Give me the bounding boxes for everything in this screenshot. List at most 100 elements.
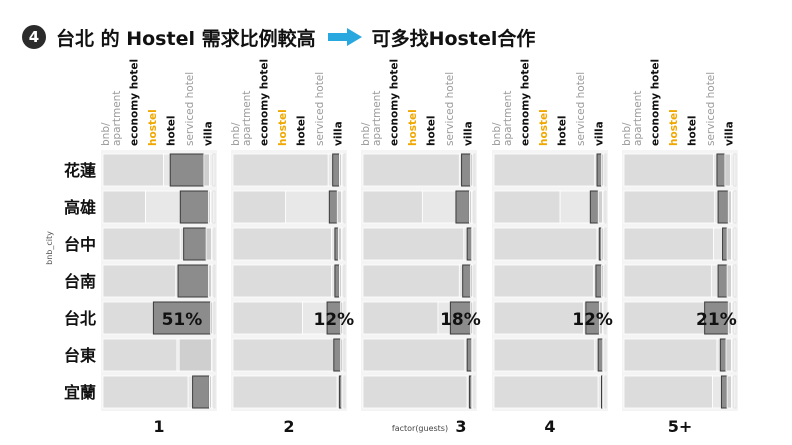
bar-segment-f2-r1-s0 bbox=[362, 190, 423, 224]
bar-segment-f4-r0-s3 bbox=[724, 153, 731, 187]
column-label-bnb-3: bnb/ bbox=[491, 122, 503, 146]
data-label-3: 12% bbox=[572, 310, 613, 330]
bar-segment-f4-r2-s2 bbox=[722, 227, 728, 261]
bar-segment-f2-r1-s5 bbox=[473, 190, 476, 224]
bar-segment-f1-r5-s5 bbox=[343, 338, 346, 372]
column-label-hotel-3: hotel bbox=[557, 116, 569, 146]
bar-segment-f4-r1-s0 bbox=[623, 190, 716, 224]
bar-segment-f4-r3-s0 bbox=[623, 264, 712, 298]
column-label-villa-2: villa bbox=[463, 121, 475, 146]
bar-segment-f2-r0-s5 bbox=[473, 153, 476, 187]
bar-segment-f0-r1-s1 bbox=[145, 190, 181, 224]
bar-segment-f1-r4-s5 bbox=[343, 301, 346, 335]
bar-segment-f1-r5-s0 bbox=[232, 338, 335, 372]
column-label-bnb-0: bnb/ bbox=[100, 122, 112, 146]
bar-segment-f2-r4-s5 bbox=[473, 301, 476, 335]
bar-segment-f4-r0-s4 bbox=[730, 153, 735, 187]
bar-segment-f0-r0-s5 bbox=[212, 153, 216, 187]
bar-segment-f2-r3-s5 bbox=[473, 264, 476, 298]
bar-segment-f1-r0-s0 bbox=[232, 153, 329, 187]
bar-segment-f0-r4-s0 bbox=[102, 301, 154, 335]
bar-segment-f3-r6-s1 bbox=[597, 375, 602, 409]
column-label-serviced-hotel-1: serviced hotel bbox=[314, 72, 326, 146]
bar-segment-f0-r0-s3 bbox=[203, 153, 210, 187]
bar-segment-f4-r5-s0 bbox=[623, 338, 718, 372]
bar-segment-f1-r1-s0 bbox=[232, 190, 287, 224]
bar-segment-f4-r6-s5 bbox=[733, 375, 737, 409]
column-label-serviced-hotel-3: serviced hotel bbox=[575, 72, 587, 146]
city-label-3: 台南 bbox=[64, 272, 96, 291]
bar-segment-f0-r2-s3 bbox=[205, 227, 213, 261]
bar-segment-f4-r4-s0 bbox=[623, 301, 706, 335]
step-number-badge: 4 bbox=[22, 25, 46, 49]
bar-segment-f2-r3-s0 bbox=[362, 264, 460, 298]
bar-segment-f3-r1-s0 bbox=[493, 190, 561, 224]
bar-segment-f4-r3-s1 bbox=[710, 264, 719, 298]
bar-segment-f1-r0-s2 bbox=[332, 153, 340, 187]
bar-segment-f3-r0-s5 bbox=[604, 153, 607, 187]
bar-segment-f3-r1-s5 bbox=[604, 190, 607, 224]
column-label-apartment-3: apartment bbox=[502, 91, 514, 146]
bar-segment-f2-r1-s2 bbox=[455, 190, 470, 224]
column-label-economy-hotel-2: economy hotel bbox=[389, 59, 401, 146]
bar-segment-f3-r1-s3 bbox=[597, 190, 604, 224]
bar-segment-f1-r1-s1 bbox=[285, 190, 330, 224]
data-label-2: 18% bbox=[440, 310, 481, 330]
bar-segment-f4-r3-s3 bbox=[726, 264, 732, 298]
bar-segment-f4-r5-s3 bbox=[725, 338, 732, 372]
bar-segment-f0-r6-s5 bbox=[213, 375, 216, 409]
data-label-1: 12% bbox=[313, 310, 354, 330]
bar-segment-f3-r5-s0 bbox=[493, 338, 596, 372]
bar-segment-f2-r5-s2 bbox=[466, 338, 473, 372]
bar-segment-f1-r1-s5 bbox=[343, 190, 346, 224]
city-label-0: 花蓮 bbox=[64, 161, 96, 180]
bar-segment-f4-r1-s5 bbox=[733, 190, 737, 224]
column-label-villa-3: villa bbox=[594, 121, 606, 146]
bar-segment-f4-r2-s1 bbox=[713, 227, 723, 261]
bar-segment-f1-r3-s1 bbox=[331, 264, 336, 298]
bar-segment-f2-r6-s0 bbox=[362, 375, 468, 409]
bar-segment-f2-r6-s5 bbox=[473, 375, 476, 409]
bar-segment-f2-r2-s1 bbox=[463, 227, 468, 261]
title-finding: 台北 的 Hostel 需求比例較高 bbox=[56, 27, 316, 50]
bar-segment-f0-r0-s4 bbox=[208, 153, 214, 187]
bar-segment-f0-r3-s5 bbox=[213, 264, 216, 298]
column-label-hotel-1: hotel bbox=[296, 116, 308, 146]
bar-segment-f1-r0-s1 bbox=[327, 153, 334, 187]
bar-segment-f2-r3-s2 bbox=[462, 264, 472, 298]
bar-segment-f4-r2-s5 bbox=[733, 227, 737, 261]
bar-segment-f4-r3-s5 bbox=[733, 264, 737, 298]
bar-segment-f2-r5-s5 bbox=[473, 338, 476, 372]
bar-segment-f4-r5-s2 bbox=[719, 338, 727, 372]
city-label-6: 宜蘭 bbox=[64, 383, 96, 402]
bar-segment-f3-r1-s1 bbox=[559, 190, 591, 224]
bar-segment-f3-r4-s5 bbox=[604, 301, 607, 335]
bar-segment-f4-r0-s1 bbox=[713, 153, 718, 187]
bar-segment-f3-r2-s0 bbox=[493, 227, 598, 261]
bar-segment-f0-r5-s5 bbox=[213, 338, 216, 372]
bar-segment-f0-r0-s2 bbox=[169, 153, 205, 187]
bar-segment-f3-r5-s2 bbox=[597, 338, 604, 372]
bar-segment-f2-r2-s2 bbox=[466, 227, 473, 261]
bar-segment-f1-r6-s0 bbox=[232, 375, 338, 409]
bar-segment-f3-r3-s5 bbox=[604, 264, 607, 298]
bar-segment-f2-r4-s0 bbox=[362, 301, 439, 335]
city-label-1: 高雄 bbox=[64, 198, 96, 217]
bar-segment-f0-r6-s2 bbox=[192, 375, 210, 409]
column-label-bnb-4: bnb/ bbox=[621, 122, 633, 146]
bar-segment-f1-r2-s5 bbox=[343, 227, 346, 261]
bar-segment-f2-r3-s1 bbox=[458, 264, 464, 298]
bar-segment-f1-r2-s3 bbox=[337, 227, 343, 261]
bar-segment-f4-r0-s0 bbox=[623, 153, 714, 187]
column-label-hostel-3: hostel bbox=[538, 109, 550, 146]
column-label-serviced-hotel-2: serviced hotel bbox=[444, 72, 456, 146]
slide-title: 4 台北 的 Hostel 需求比例較高 可多找Hostel合作 bbox=[22, 22, 535, 52]
facet-label-2: 3 bbox=[455, 417, 466, 436]
city-label-2: 台中 bbox=[64, 235, 96, 254]
column-label-hostel-4: hostel bbox=[668, 109, 680, 146]
bar-segment-f3-r0-s2 bbox=[596, 153, 603, 187]
bar-segment-f3-r4-s0 bbox=[493, 301, 584, 335]
bar-segment-f0-r4-s5 bbox=[213, 301, 216, 335]
bar-segment-f4-r3-s2 bbox=[717, 264, 728, 298]
bar-segment-f4-r1-s3 bbox=[727, 190, 732, 224]
